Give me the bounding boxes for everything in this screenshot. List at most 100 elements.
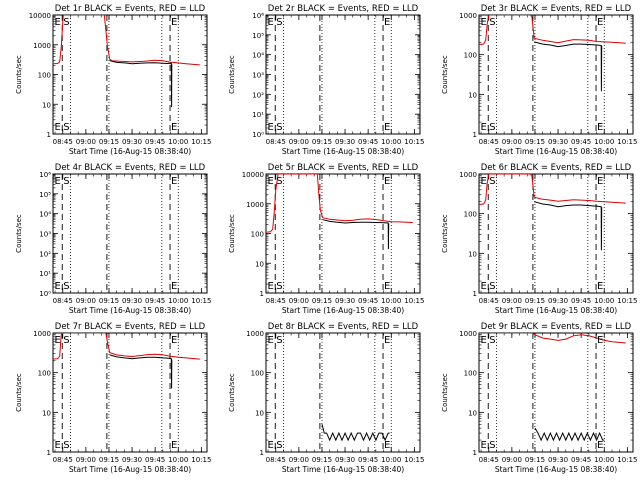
y-tick-label: 10⁶ <box>39 171 51 179</box>
x-tick-label: 09:30 <box>548 456 568 464</box>
x-tick-label: 10:15 <box>191 297 211 305</box>
y-tick-label: 1 <box>473 131 477 139</box>
x-tick-label: 09:30 <box>122 456 142 464</box>
marker-label-e: E <box>597 17 603 28</box>
y-tick-label: 100 <box>464 52 477 60</box>
panel-title: Det 9r BLACK = Events, RED = LLD <box>481 322 632 332</box>
marker-label-e: E <box>55 281 61 292</box>
marker-label-s: S <box>276 281 282 292</box>
data-area <box>321 424 390 442</box>
y-tick-label: 10 <box>42 409 51 417</box>
panel-title: Det 7r BLACK = Events, RED = LLD <box>55 322 206 332</box>
lld-series-line <box>266 174 413 233</box>
events-series-line <box>321 424 390 442</box>
y-axis-label: Counts/sec <box>228 214 236 253</box>
panel-det-7: Det 7r BLACK = Events, RED = LLD 1 10 100 10… <box>15 322 211 474</box>
panel-det-2: Det 2r BLACK = Events, RED = LLD 10⁰ 10¹ 10… <box>228 4 424 156</box>
y-tick-label: 1000 <box>246 201 264 209</box>
lld-series-line <box>53 333 200 360</box>
x-tick-label: 08:45 <box>53 138 73 146</box>
marker-label-e: E <box>171 17 177 28</box>
y-tick-label: 10 <box>255 409 264 417</box>
y-tick-label: 10³ <box>252 72 264 80</box>
x-tick-label: 09:45 <box>358 138 378 146</box>
x-tick-label: 10:15 <box>617 297 637 305</box>
x-axis-label: Start Time (16-Aug-15 08:38:40) <box>69 465 191 474</box>
y-tick-label: 10² <box>252 91 264 99</box>
events-series-line <box>109 354 173 389</box>
data-area <box>479 174 626 251</box>
panel-title: Det 4r BLACK = Events, RED = LLD <box>55 163 206 173</box>
x-axis-label: Start Time (16-Aug-15 08:38:40) <box>69 147 191 156</box>
y-tick-label: 100 <box>464 211 477 219</box>
x-tick-label: 10:00 <box>168 456 188 464</box>
plot-frame <box>265 173 421 294</box>
marker-label-e: E <box>268 122 274 133</box>
x-tick-label: 10:15 <box>191 456 211 464</box>
marker-label-s: S <box>63 122 69 133</box>
plot-frame <box>478 332 634 453</box>
y-axis-label: Counts/sec <box>15 373 23 412</box>
y-tick-label: 1000 <box>246 330 264 338</box>
x-tick-label: 09:15 <box>312 297 332 305</box>
y-tick-label: 10¹ <box>252 111 264 119</box>
x-tick-label: 09:30 <box>335 138 355 146</box>
x-tick-label: 09:15 <box>99 297 119 305</box>
plot-frame <box>478 14 634 135</box>
y-tick-label: 10000 <box>242 171 264 179</box>
x-axis-label: Start Time (16-Aug-15 08:38:40) <box>69 306 191 315</box>
y-tick-label: 10 <box>468 409 477 417</box>
x-axis-label: Start Time (16-Aug-15 08:38:40) <box>282 147 404 156</box>
x-tick-label: 09:15 <box>312 456 332 464</box>
marker-label-e: E <box>597 335 603 346</box>
events-series-line <box>534 201 603 251</box>
marker-label-e: E <box>384 122 390 133</box>
marker-label-e: E <box>597 122 603 133</box>
y-tick-label: 1000 <box>459 330 477 338</box>
y-tick-label: 10000 <box>29 12 51 20</box>
y-tick-label: 10² <box>39 250 51 258</box>
x-tick-label: 09:00 <box>502 297 522 305</box>
y-tick-label: 100 <box>251 370 264 378</box>
panel-det-8: Det 8r BLACK = Events, RED = LLD 1 10 100 10… <box>228 322 424 474</box>
y-tick-label: 10⁴ <box>39 211 51 219</box>
x-axis-label: Start Time (16-Aug-15 08:38:40) <box>495 306 617 315</box>
y-axis-label: Counts/sec <box>228 55 236 94</box>
marker-label-s: S <box>489 176 495 187</box>
marker-label-s: S <box>276 122 282 133</box>
x-tick-label: 10:00 <box>594 297 614 305</box>
plot-frame <box>265 332 421 453</box>
x-tick-label: 09:45 <box>571 138 591 146</box>
marker-label-e: E <box>384 281 390 292</box>
panel-det-3: Det 3r BLACK = Events, RED = LLD 1 10 100 10… <box>441 4 637 156</box>
panel-title: Det 8r BLACK = Events, RED = LLD <box>268 322 419 332</box>
marker-label-s: S <box>489 440 495 451</box>
marker-label-s: S <box>63 281 69 292</box>
marker-label-e: E <box>171 281 177 292</box>
x-tick-label: 09:45 <box>358 297 378 305</box>
y-tick-label: 100 <box>38 370 51 378</box>
x-tick-label: 09:30 <box>122 138 142 146</box>
y-tick-label: 10 <box>468 91 477 99</box>
marker-label-s: S <box>276 440 282 451</box>
plot-frame <box>52 332 208 453</box>
y-axis-label: Counts/sec <box>15 214 23 253</box>
x-tick-label: 10:00 <box>594 456 614 464</box>
panel-det-6: Det 6r BLACK = Events, RED = LLD 1 10 100 10… <box>441 163 637 315</box>
marker-label-e: E <box>55 122 61 133</box>
y-tick-label: 10⁰ <box>39 290 51 298</box>
x-tick-label: 09:15 <box>99 138 119 146</box>
x-tick-label: 09:00 <box>289 456 309 464</box>
plot-frame <box>52 173 208 294</box>
x-tick-label: 10:00 <box>381 297 401 305</box>
y-tick-label: 1 <box>47 131 51 139</box>
marker-label-s: S <box>63 17 69 28</box>
y-tick-label: 10 <box>255 260 264 268</box>
marker-label-e: E <box>268 17 274 28</box>
x-tick-label: 09:00 <box>502 138 522 146</box>
marker-label-e: E <box>597 281 603 292</box>
y-tick-label: 10¹ <box>39 270 51 278</box>
y-tick-label: 1 <box>473 290 477 298</box>
y-axis-label: Counts/sec <box>228 373 236 412</box>
